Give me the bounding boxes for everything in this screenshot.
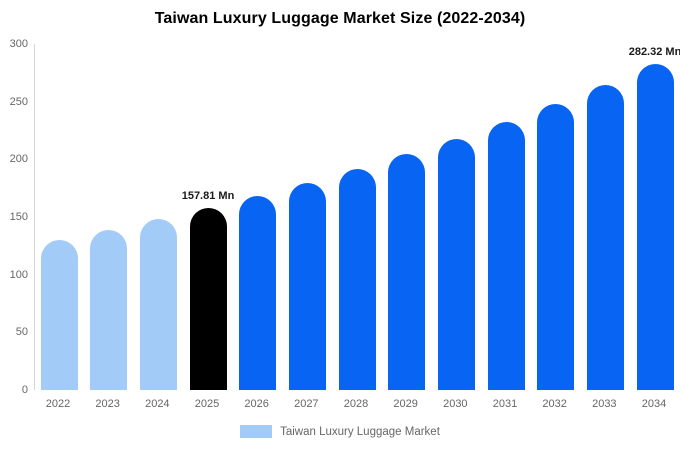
plot-area: 157.81 Mn 282.32 Mn (34, 44, 680, 390)
x-tick-label-2023: 2023 (95, 398, 120, 410)
x-tick-label-2034: 2034 (641, 398, 667, 410)
x-tick-label-2026: 2026 (244, 398, 269, 410)
y-axis: 0 50 100 150 200 250 300 (0, 0, 28, 450)
legend-swatch (240, 425, 273, 438)
y-tick-label: 100 (9, 268, 28, 281)
x-tick-label-2031: 2031 (492, 398, 518, 410)
x-tick-label-2032: 2032 (542, 398, 567, 410)
bar-2034[interactable] (636, 64, 674, 390)
x-tick-label-2028: 2028 (343, 398, 369, 410)
y-tick-label: 250 (9, 95, 28, 108)
x-tick-label-2029: 2029 (393, 398, 418, 410)
x-tick-label-2027: 2027 (294, 398, 319, 410)
y-tick-label: 150 (9, 211, 28, 223)
bar-2031[interactable] (487, 121, 525, 390)
bar-2028[interactable] (338, 169, 376, 390)
x-tick-label-2030: 2030 (443, 398, 468, 410)
bar-2027[interactable] (288, 182, 326, 390)
bar-2024[interactable] (139, 219, 177, 390)
y-tick-label: 200 (9, 153, 28, 166)
x-tick-label-2025: 2025 (194, 398, 220, 410)
bar-2033[interactable] (586, 85, 624, 390)
bar-2022[interactable] (40, 240, 78, 390)
bar-2025[interactable] (189, 208, 227, 390)
y-tick-label: 0 (21, 384, 28, 396)
bar-value-label-2034: 282.32 Mn (628, 46, 680, 59)
chart-title: Taiwan Luxury Luggage Market Size (2022-… (154, 10, 526, 27)
bar-2029[interactable] (388, 154, 426, 390)
y-tick-label: 300 (9, 38, 28, 50)
bar-2026[interactable] (239, 195, 277, 390)
x-tick-label-2024: 2024 (145, 398, 170, 410)
x-tick-label-2022: 2022 (45, 398, 71, 410)
x-tick-label-2033: 2033 (592, 398, 617, 410)
bar-2023[interactable] (90, 230, 128, 390)
bar-2030[interactable] (437, 138, 475, 390)
bar-2032[interactable] (537, 104, 575, 390)
x-axis: 2022 2023 2024 2025 2026 2027 2028 2029 2030 2031… (0, 398, 680, 414)
legend[interactable]: Taiwan Luxury Luggage Market (0, 425, 680, 438)
y-tick-label: 50 (15, 326, 28, 339)
legend-label: Taiwan Luxury Luggage Market (280, 425, 440, 438)
bar-value-label-2025: 157.81 Mn (181, 190, 235, 202)
